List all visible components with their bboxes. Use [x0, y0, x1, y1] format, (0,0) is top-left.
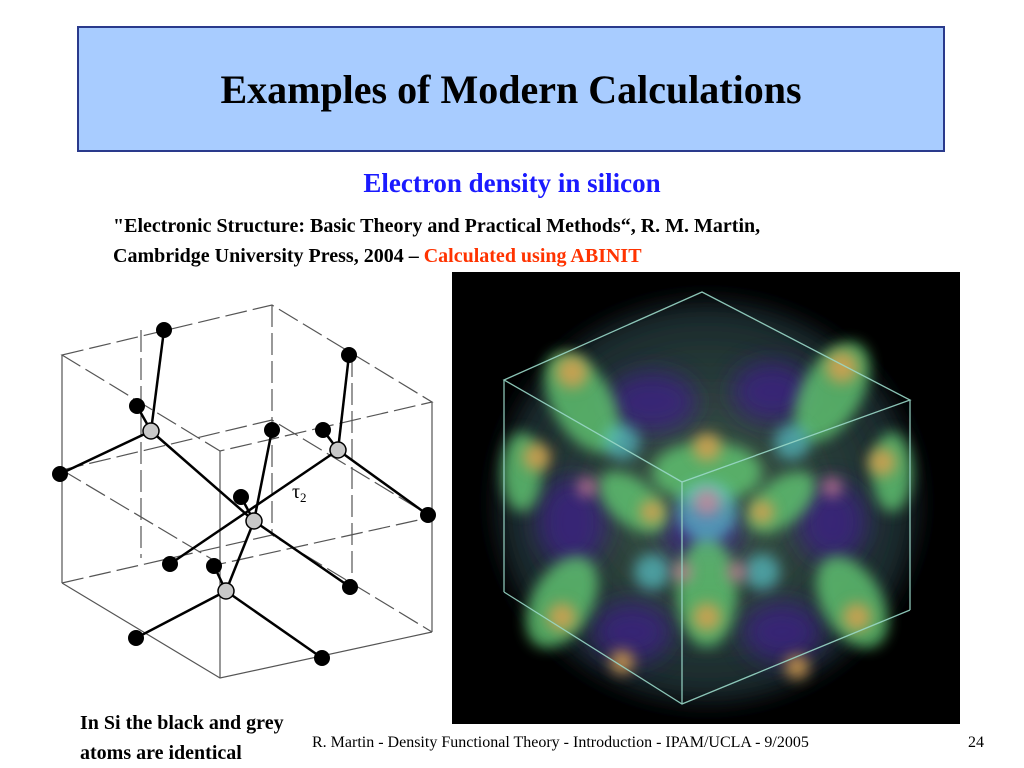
cube-top-face: [62, 305, 432, 451]
electron-density-image: [452, 272, 960, 724]
citation-abinit: Calculated using ABINIT: [424, 245, 642, 267]
slide-subtitle: Electron density in silicon: [0, 168, 1024, 199]
title-box: Examples of Modern Calculations: [77, 26, 945, 152]
diamond-lattice-diagram: τ2: [40, 300, 450, 680]
citation: "Electronic Structure: Basic Theory and …: [113, 211, 973, 271]
citation-line-2: Cambridge University Press, 2004 – Calcu…: [113, 241, 973, 271]
caption-line-2: atoms are identical: [80, 738, 284, 768]
citation-line-1: "Electronic Structure: Basic Theory and …: [113, 211, 973, 241]
lattice-caption: In Si the black and grey atoms are ident…: [80, 708, 284, 768]
citation-publisher: Cambridge University Press, 2004 –: [113, 245, 419, 267]
slide-footer: R. Martin - Density Functional Theory - …: [312, 734, 809, 752]
cube-bottom-back: [62, 535, 432, 632]
cube-edges: [62, 305, 432, 678]
page-number: 24: [968, 734, 984, 752]
density-visualization: [452, 272, 960, 724]
tau-label: τ2: [292, 481, 307, 505]
caption-line-1: In Si the black and grey: [80, 708, 284, 738]
cube-bottom-front: [62, 583, 432, 678]
slide-title: Examples of Modern Calculations: [220, 66, 801, 113]
black-atoms: [52, 322, 436, 666]
